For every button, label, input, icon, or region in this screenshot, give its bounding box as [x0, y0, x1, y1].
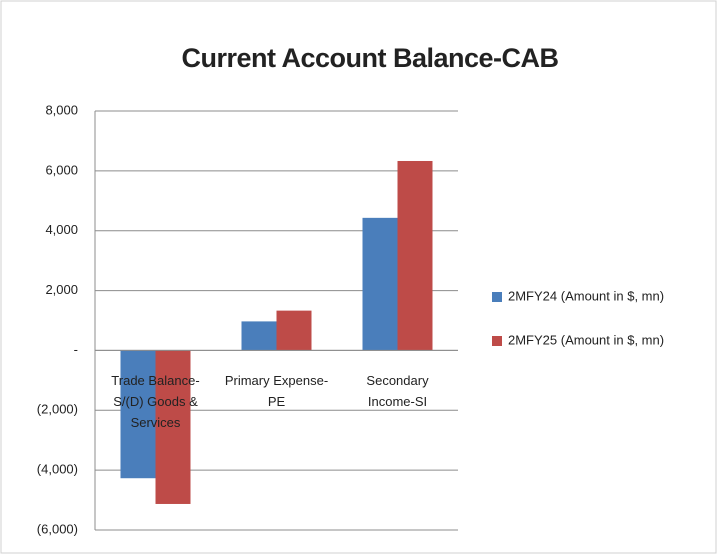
y-tick-label: 4,000 [45, 222, 78, 237]
chart-title: Current Account Balance-CAB [181, 43, 558, 73]
bar [276, 310, 312, 351]
legend-swatch [492, 336, 502, 346]
legend-label: 2MFY24 (Amount in $, mn) [508, 288, 664, 303]
x-tick-label: Primary Expense-PE [224, 373, 329, 410]
bar [120, 350, 156, 479]
x-tick-label: Secondary Income-SI [366, 373, 429, 410]
y-tick-label: 2,000 [45, 282, 78, 297]
y-tick-label: 6,000 [45, 162, 78, 177]
x-tick-label: Trade Balance-S/(D) Goods & Services [111, 373, 200, 431]
bar [241, 321, 277, 351]
legend-swatch [492, 292, 502, 302]
bar [155, 350, 191, 504]
y-tick-label: (6,000) [37, 521, 78, 536]
y-tick-label: 8,000 [45, 102, 78, 117]
legend-label: 2MFY25 (Amount in $, mn) [508, 332, 664, 347]
y-tick-label: - [74, 342, 78, 357]
y-tick-label: (2,000) [37, 402, 78, 417]
y-tick-label: (4,000) [37, 462, 78, 477]
bar [362, 217, 398, 351]
bar [397, 160, 433, 351]
